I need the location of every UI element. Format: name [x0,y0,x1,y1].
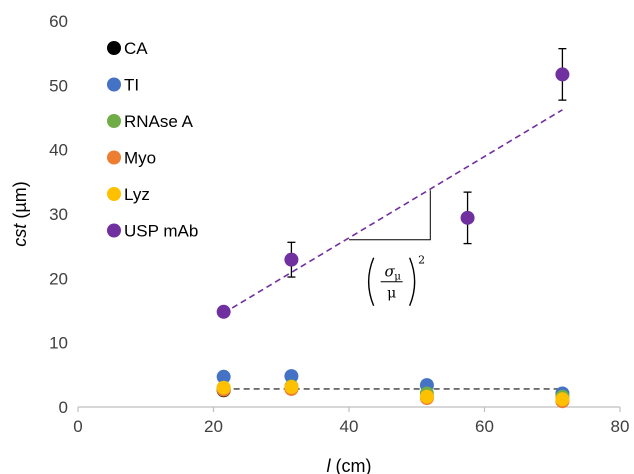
trendlines [223,109,563,390]
legend-label: USP mAb [124,222,198,241]
point-lyz [216,380,231,395]
plot-area: 0 20 40 60 80 0 10 20 30 40 50 60 σ μμ 2 [49,12,629,436]
legend-marker [107,187,121,201]
y-axis-title-italic: cst [10,223,30,247]
legend-label: CA [124,39,148,58]
x-axis-title: l (cm) [327,456,372,474]
point-usp-mab [555,67,570,82]
point-ti [284,369,299,384]
x-tick-label: 40 [340,417,359,436]
legend-label: TI [124,76,139,95]
x-tick-label: 80 [611,417,630,436]
point-ti [216,369,231,384]
y-tick-label: 50 [49,76,68,95]
point-usp-mab [460,210,475,225]
legend-marker [107,114,121,128]
legend: CA TI RNAse A Myo Lyz USP mAb [107,39,198,241]
y-axis-title: cst (µm) [10,181,30,246]
point-lyz [555,392,570,407]
legend-marker [107,150,121,165]
fraction-numerator-subscript: μ [394,272,401,283]
legend-label: Myo [124,149,156,168]
legend-marker [107,77,121,92]
x-tick-label: 20 [204,417,223,436]
x-tick-label: 60 [475,417,494,436]
y-tick-label: 20 [49,269,68,288]
fraction-denominator: μ [387,286,396,302]
x-axis-title-rest: (cm) [331,456,372,474]
right-paren [409,257,416,307]
slope-triangle [349,190,431,241]
x-tick-label: 0 [73,417,82,436]
legend-label: Lyz [124,185,150,204]
point-lyz [419,389,434,404]
point-usp-mab [284,252,299,267]
x-ticks: 0 20 40 60 80 [73,407,629,436]
fraction-numerator: σ [385,263,396,281]
point-usp-mab [216,304,231,319]
x-axis-title-italic: l [327,456,332,474]
y-tick-label: 60 [49,12,68,31]
y-tick-label: 10 [49,334,68,353]
y-axis-title-rest: (µm) [10,181,30,223]
y-tick-label: 30 [49,205,68,224]
point-lyz [284,380,299,395]
slope-annotation: σ μμ 2 [349,190,431,307]
y-tick-label: 0 [59,398,68,417]
legend-label: RNAse A [124,112,194,131]
fraction-exponent: 2 [418,254,425,267]
y-tick-label: 40 [49,141,68,160]
data-points [216,67,570,409]
trendline [223,109,563,314]
legend-marker [107,223,121,238]
legend-marker [107,41,121,55]
left-paren [367,257,375,307]
y-ticks: 0 10 20 30 40 50 60 [49,12,68,417]
